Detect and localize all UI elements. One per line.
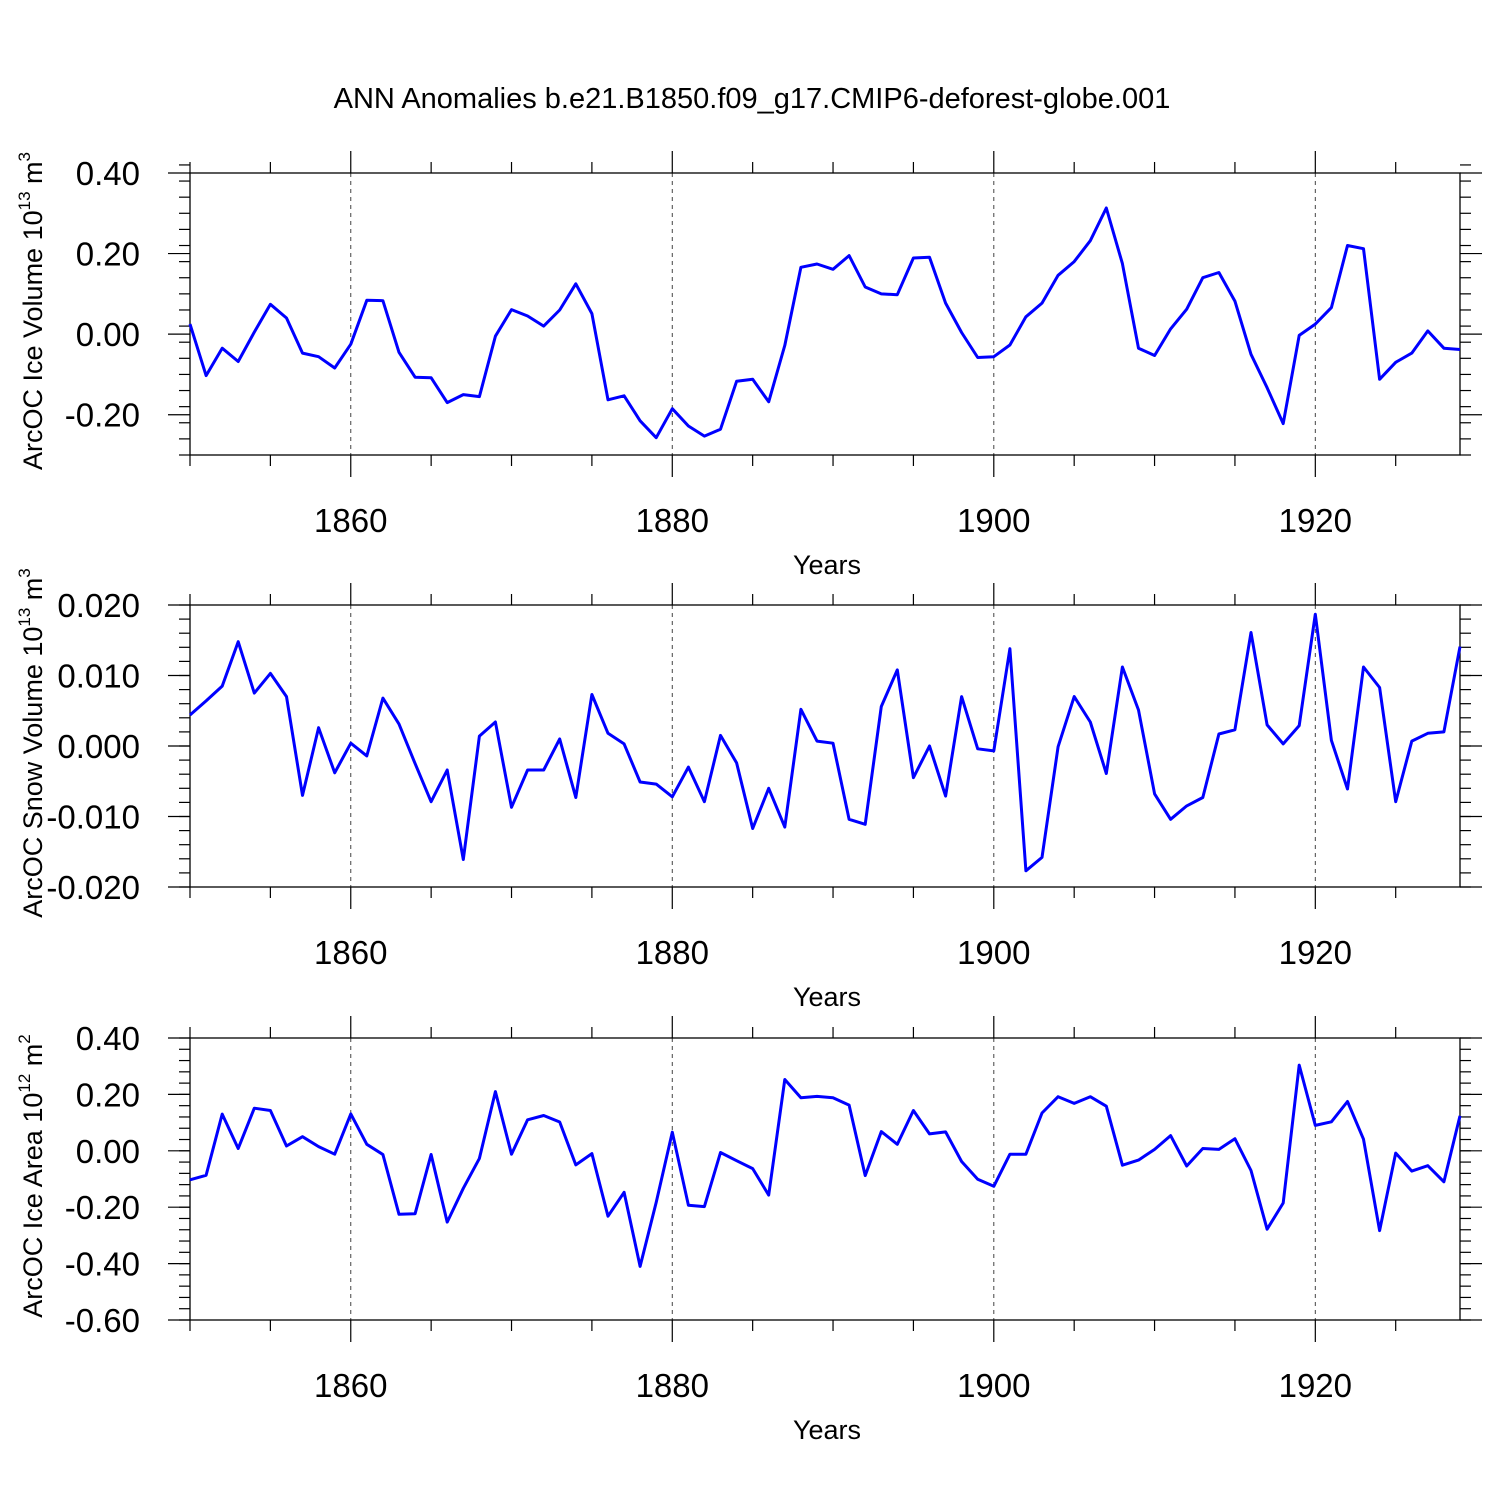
- x-tick-label: 1900: [957, 1367, 1030, 1404]
- y-axis-title-exponent: 13: [15, 191, 34, 210]
- y-tick-label: 0.00: [76, 316, 140, 353]
- y-axis-title-text: ArcOC Snow Volume 10: [18, 627, 48, 918]
- y-tick-label: 0.40: [76, 155, 140, 192]
- plot-frame: [189, 1037, 1461, 1321]
- plot-frame: [189, 172, 1461, 456]
- y-tick-label: -0.40: [65, 1246, 140, 1283]
- y-axis-title-unit-exponent: 3: [15, 152, 34, 161]
- y-axis-title-text: ArcOC Ice Volume 10: [18, 210, 48, 470]
- y-tick-label: 0.010: [57, 658, 140, 695]
- x-tick-label: 1880: [636, 502, 709, 539]
- x-tick-label: 1920: [1279, 1367, 1352, 1404]
- x-axis-title: Years: [793, 982, 861, 1012]
- y-axis-title: ArcOC Ice Area 1012 m2: [15, 1034, 48, 1318]
- y-tick-label: 0.000: [57, 728, 140, 765]
- y-axis-title-unit-exponent: 3: [15, 568, 34, 577]
- y-axis-title-unit: m: [18, 1044, 48, 1074]
- y-axis-title-unit: m: [18, 578, 48, 608]
- x-tick-label: 1900: [957, 502, 1030, 539]
- y-tick-label: 0.40: [76, 1020, 140, 1057]
- y-tick-label: -0.020: [46, 869, 140, 906]
- x-axis-title: Years: [793, 1415, 861, 1445]
- y-tick-label: 0.020: [57, 587, 140, 624]
- y-tick-label: -0.60: [65, 1302, 140, 1339]
- y-axis-title-exponent: 13: [15, 608, 34, 627]
- panel-1: 0.40 0.20 0.00 -0.20 1860 1880 1900 1920 Years Ar…: [15, 151, 1482, 580]
- y-tick-label: -0.20: [65, 397, 140, 434]
- plot-frame: [189, 604, 1461, 888]
- y-axis-title-unit: m: [18, 161, 48, 191]
- y-axis-title: ArcOC Snow Volume 1013 m3: [15, 568, 48, 918]
- main-title: ANN Anomalies b.e21.B1850.f09_g17.CMIP6-…: [334, 83, 1171, 115]
- x-tick-label: 1920: [1279, 502, 1352, 539]
- y-tick-label: -0.20: [65, 1189, 140, 1226]
- series-line-arcoc-ice-area: [189, 1063, 1462, 1268]
- panel-2: 0.020 0.010 0.000 -0.010 -0.020 1860 1880 1900 1…: [15, 568, 1482, 1012]
- x-tick-label: 1860: [314, 1367, 387, 1404]
- x-tick-label: 1880: [636, 934, 709, 971]
- series-line-arcoc-snow-volume: [189, 612, 1462, 873]
- panel-3: 0.40 0.20 0.00 -0.20 -0.40 -0.60 1860 1880 1900 1…: [15, 1016, 1482, 1445]
- y-axis-title-text: ArcOC Ice Area 10: [18, 1093, 48, 1318]
- y-axis-title-unit-exponent: 2: [15, 1034, 34, 1043]
- y-tick-label: 0.20: [76, 1076, 140, 1113]
- y-tick-label: 0.00: [76, 1133, 140, 1170]
- x-tick-label: 1860: [314, 502, 387, 539]
- x-tick-label: 1880: [636, 1367, 709, 1404]
- x-axis-title: Years: [793, 550, 861, 580]
- x-tick-label: 1900: [957, 934, 1030, 971]
- y-axis-title-exponent: 12: [15, 1074, 34, 1093]
- series-line-arcoc-ice-volume: [188, 206, 1461, 440]
- x-tick-label: 1920: [1279, 934, 1352, 971]
- y-tick-label: -0.010: [46, 799, 140, 836]
- x-tick-label: 1860: [314, 934, 387, 971]
- y-tick-label: 0.20: [76, 236, 140, 273]
- y-axis-title: ArcOC Ice Volume 1013 m3: [15, 152, 48, 470]
